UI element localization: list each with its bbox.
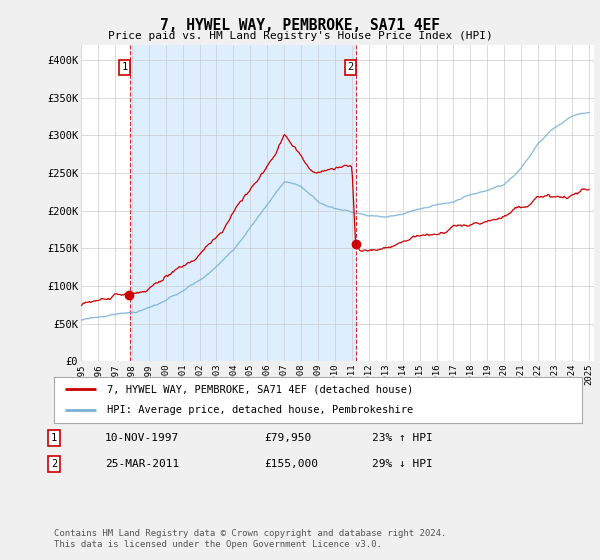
Text: 1: 1 (121, 62, 128, 72)
Text: 25-MAR-2011: 25-MAR-2011 (105, 459, 179, 469)
Text: 10-NOV-1997: 10-NOV-1997 (105, 433, 179, 443)
Text: 29% ↓ HPI: 29% ↓ HPI (372, 459, 433, 469)
Bar (130, 45, 356, 361)
Text: 7, HYWEL WAY, PEMBROKE, SA71 4EF: 7, HYWEL WAY, PEMBROKE, SA71 4EF (160, 18, 440, 33)
Text: £155,000: £155,000 (264, 459, 318, 469)
Text: 7, HYWEL WAY, PEMBROKE, SA71 4EF (detached house): 7, HYWEL WAY, PEMBROKE, SA71 4EF (detach… (107, 384, 413, 394)
Text: Price paid vs. HM Land Registry's House Price Index (HPI): Price paid vs. HM Land Registry's House … (107, 31, 493, 41)
Text: 23% ↑ HPI: 23% ↑ HPI (372, 433, 433, 443)
Text: Contains HM Land Registry data © Crown copyright and database right 2024.
This d: Contains HM Land Registry data © Crown c… (54, 529, 446, 549)
Text: 2: 2 (347, 62, 353, 72)
Text: 1: 1 (51, 433, 57, 443)
Text: £79,950: £79,950 (264, 433, 311, 443)
Text: HPI: Average price, detached house, Pembrokeshire: HPI: Average price, detached house, Pemb… (107, 405, 413, 416)
Text: 2: 2 (51, 459, 57, 469)
